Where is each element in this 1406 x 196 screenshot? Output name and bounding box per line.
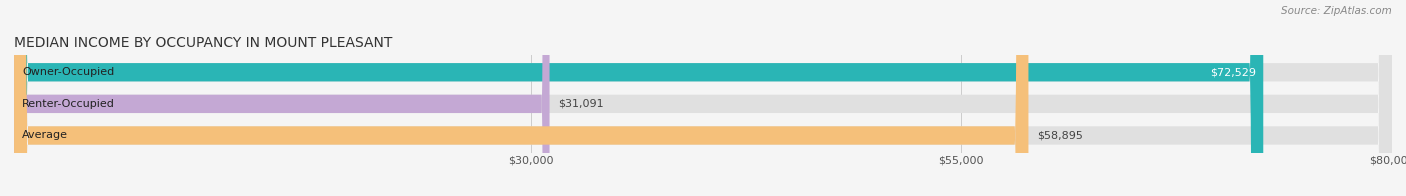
FancyBboxPatch shape bbox=[14, 0, 1263, 196]
FancyBboxPatch shape bbox=[14, 0, 1392, 196]
FancyBboxPatch shape bbox=[14, 0, 550, 196]
FancyBboxPatch shape bbox=[14, 0, 1392, 196]
Text: $58,895: $58,895 bbox=[1036, 131, 1083, 141]
FancyBboxPatch shape bbox=[14, 0, 1028, 196]
Text: $72,529: $72,529 bbox=[1211, 67, 1257, 77]
Text: $31,091: $31,091 bbox=[558, 99, 603, 109]
Text: Renter-Occupied: Renter-Occupied bbox=[22, 99, 115, 109]
Text: MEDIAN INCOME BY OCCUPANCY IN MOUNT PLEASANT: MEDIAN INCOME BY OCCUPANCY IN MOUNT PLEA… bbox=[14, 35, 392, 50]
Text: Owner-Occupied: Owner-Occupied bbox=[22, 67, 114, 77]
Text: Average: Average bbox=[22, 131, 69, 141]
FancyBboxPatch shape bbox=[14, 0, 1392, 196]
Text: Source: ZipAtlas.com: Source: ZipAtlas.com bbox=[1281, 6, 1392, 16]
